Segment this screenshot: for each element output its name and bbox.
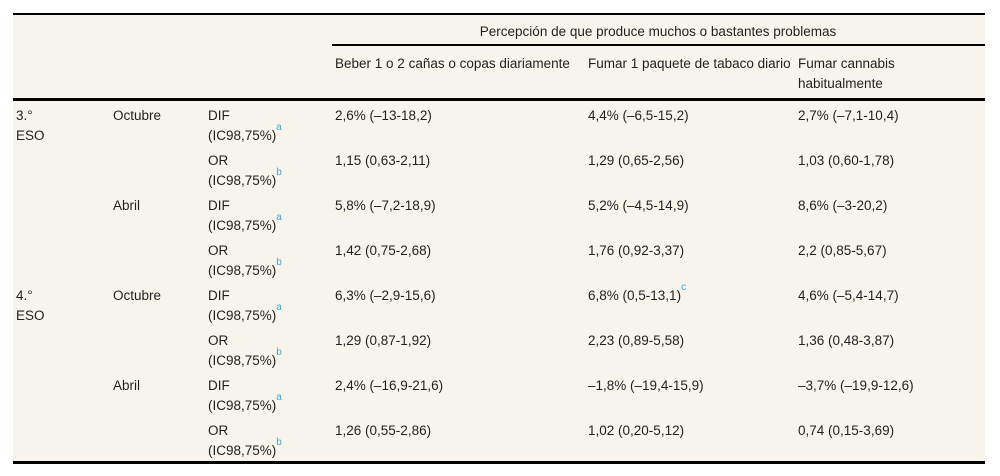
grade-label: 4.° ESO	[16, 287, 45, 323]
value-cell: 2,2 (0,85-5,67)	[798, 242, 887, 258]
value-cell: 8,6% (–3-20,2)	[798, 197, 888, 213]
table-row: OR (IC98,75%)b 1,29 (0,87-1,92) 2,23 (0,8…	[13, 326, 985, 371]
ci-label: (IC98,75%)	[208, 127, 277, 143]
column-header-tobacco: Fumar 1 paquete de tabaco diario	[585, 45, 796, 101]
value-cell: 5,8% (–7,2-18,9)	[335, 197, 436, 213]
measure-cell: OR (IC98,75%)b	[205, 326, 332, 371]
value-cell: 1,26 (0,55-2,86)	[335, 422, 432, 438]
value-cell: –3,7% (–19,9-12,6)	[798, 377, 914, 393]
footnote-marker: a	[276, 302, 282, 313]
value-cell: 2,6% (–13-18,2)	[335, 107, 432, 123]
grade-cell: 4.° ESO	[13, 281, 110, 463]
measure-label: DIF	[208, 197, 230, 213]
measure-cell: DIF (IC98,75%)a	[205, 191, 332, 236]
measure-label: DIF	[208, 377, 230, 393]
table-row: OR (IC98,75%)b 1,42 (0,75-2,68) 1,76 (0,9…	[13, 236, 985, 281]
ci-label: (IC98,75%)	[208, 352, 277, 368]
measure-cell: DIF (IC98,75%)a	[205, 281, 332, 326]
ci-label: (IC98,75%)	[208, 307, 277, 323]
table-row: Abril DIF (IC98,75%)a 5,8% (–7,2-18,9) 5,…	[13, 191, 985, 236]
value-cell: 6,8% (0,5-13,1)c	[585, 281, 795, 326]
table-row: 3.° ESO Octubre DIF (IC98,75%)a 2,6% (–13…	[13, 99, 985, 146]
value-cell: 4,6% (–5,4-14,7)	[798, 287, 899, 303]
measure-label: DIF	[208, 107, 230, 123]
ci-label: (IC98,75%)	[208, 397, 277, 413]
footnote-marker: a	[276, 122, 282, 133]
value-cell: 1,36 (0,48-3,87)	[798, 332, 895, 348]
table-row: Abril DIF (IC98,75%)a 2,4% (–16,9-21,6) –…	[13, 371, 985, 416]
header-spacer	[13, 45, 333, 101]
table-row: OR (IC98,75%)b 1,26 (0,55-2,86) 1,02 (0,2…	[13, 416, 985, 463]
spanner-row: Percepción de que produce muchos o basta…	[13, 14, 986, 46]
ci-label: (IC98,75%)	[208, 172, 277, 188]
month-cell: Abril	[110, 371, 205, 463]
measure-label: OR	[208, 422, 229, 438]
value-cell: 1,03 (0,60-1,78)	[798, 152, 895, 168]
results-table: Percepción de que produce muchos o basta…	[13, 13, 986, 464]
ci-label: (IC98,75%)	[208, 442, 277, 458]
footnote-marker: c	[681, 282, 687, 293]
value-cell: 1,15 (0,63-2,11)	[335, 152, 431, 168]
table-row: 4.° ESO Octubre DIF (IC98,75%)a 6,3% (–2,…	[13, 281, 985, 326]
value-cell: 1,76 (0,92-3,37)	[588, 242, 685, 258]
month-cell: Abril	[110, 191, 205, 281]
ci-label: (IC98,75%)	[208, 262, 277, 278]
value-cell: 4,4% (–6,5-15,2)	[588, 107, 689, 123]
measure-label: OR	[208, 242, 229, 258]
value-cell: 1,29 (0,65-2,56)	[588, 152, 685, 168]
month-label: Octubre	[113, 287, 162, 303]
grade-cell: 3.° ESO	[13, 99, 110, 281]
value-cell: 0,74 (0,15-3,69)	[798, 422, 895, 438]
footnote-marker: a	[276, 392, 282, 403]
value-cell: 1,29 (0,87-1,92)	[335, 332, 432, 348]
value-cell: 2,4% (–16,9-21,6)	[335, 377, 444, 393]
value-cell: 5,2% (–4,5-14,9)	[588, 197, 689, 213]
measure-cell: DIF (IC98,75%)a	[205, 99, 332, 146]
value-text: 6,8% (0,5-13,1)	[588, 287, 682, 303]
value-cell: –1,8% (–19,4-15,9)	[588, 377, 704, 393]
measure-label: OR	[208, 152, 229, 168]
ci-label: (IC98,75%)	[208, 217, 277, 233]
measure-cell: OR (IC98,75%)b	[205, 416, 332, 463]
table-row: OR (IC98,75%)b 1,15 (0,63-2,11) 1,29 (0,6…	[13, 146, 985, 191]
footnote-marker: b	[276, 257, 282, 268]
measure-label: OR	[208, 332, 229, 348]
column-header-row: Beber 1 o 2 cañas o copas diariamente Fu…	[13, 45, 986, 101]
spanner-spacer	[13, 14, 332, 45]
footnote-marker: a	[276, 212, 282, 223]
month-label: Abril	[113, 377, 141, 393]
spanner-heading: Percepción de que produce muchos o basta…	[332, 14, 986, 46]
footnote-marker: b	[276, 347, 282, 358]
grade-label: 3.° ESO	[16, 107, 45, 143]
month-cell: Octubre	[110, 99, 205, 191]
measure-cell: DIF (IC98,75%)a	[205, 371, 332, 416]
month-label: Abril	[113, 197, 141, 213]
value-cell: 1,02 (0,20-5,12)	[588, 422, 685, 438]
footnote-marker: b	[276, 437, 282, 448]
value-cell: 6,3% (–2,9-15,6)	[335, 287, 436, 303]
value-cell: 1,42 (0,75-2,68)	[335, 242, 432, 258]
value-cell: 2,7% (–7,1-10,4)	[798, 107, 899, 123]
footnote-marker: b	[276, 167, 282, 178]
column-header-cannabis: Fumar cannabis habitualmente	[795, 45, 986, 101]
measure-label: DIF	[208, 287, 230, 303]
measure-cell: OR (IC98,75%)b	[205, 146, 332, 191]
month-label: Octubre	[113, 107, 162, 123]
measure-cell: OR (IC98,75%)b	[205, 236, 332, 281]
month-cell: Octubre	[110, 281, 205, 371]
column-header-alcohol: Beber 1 o 2 cañas o copas diariamente	[332, 45, 586, 101]
value-cell: 2,23 (0,89-5,58)	[588, 332, 685, 348]
